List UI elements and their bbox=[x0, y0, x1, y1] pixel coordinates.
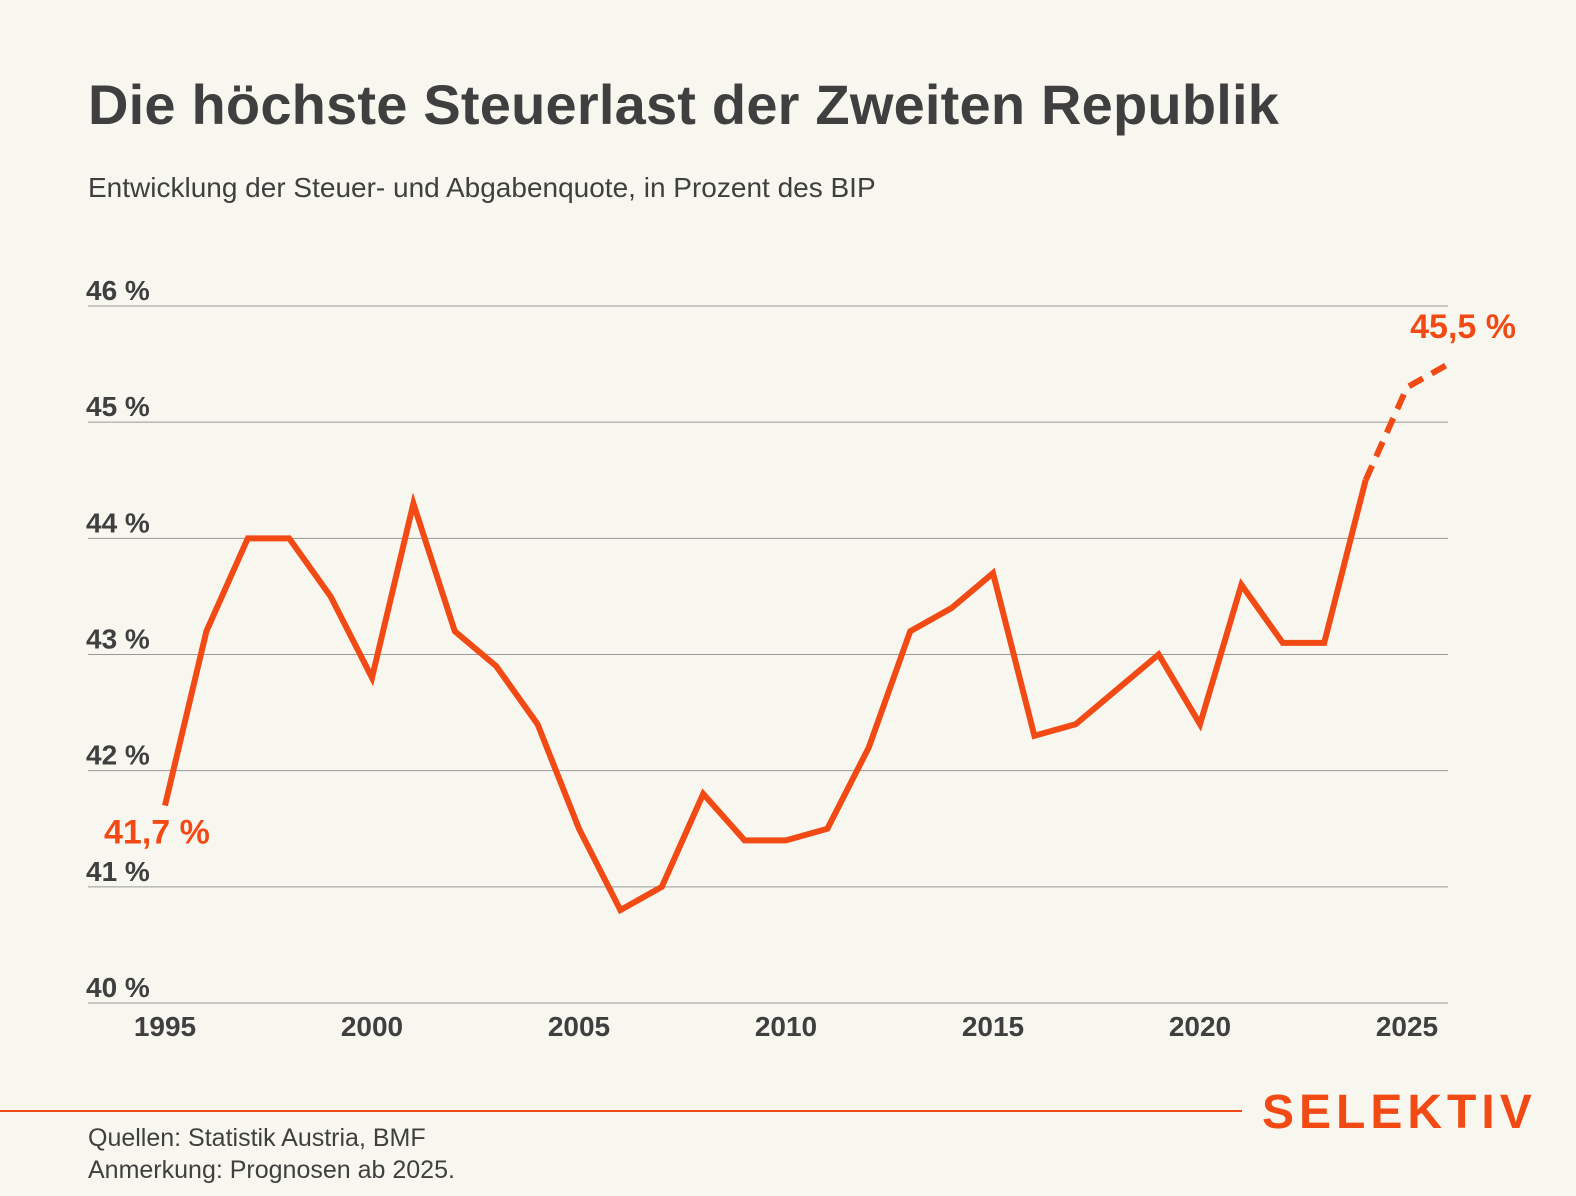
y-axis-ticks: 46 % 45 % 44 % 43 % 42 % 41 % 40 % bbox=[86, 275, 150, 1003]
start-value-label: 41,7 % bbox=[104, 814, 210, 852]
y-tick-label: 45 % bbox=[86, 391, 150, 422]
y-tick-label: 40 % bbox=[86, 972, 150, 1003]
series-line bbox=[162, 479, 1369, 915]
y-tick-label: 46 % bbox=[86, 275, 150, 306]
line-chart: 46 % 45 % 44 % 43 % 42 % 41 % 40 % 1995 2000 200… bbox=[86, 275, 1516, 1042]
chart-subtitle: Entwicklung der Steuer- und Abgabenquote… bbox=[88, 172, 876, 203]
y-tick-label: 43 % bbox=[86, 624, 150, 655]
x-axis-ticks: 1995 2000 2005 2010 2015 2020 2025 bbox=[134, 1011, 1438, 1042]
x-tick-label: 2020 bbox=[1169, 1011, 1231, 1042]
x-tick-label: 2005 bbox=[548, 1011, 610, 1042]
source-note: Quellen: Statistik Austria, BMF bbox=[88, 1124, 426, 1152]
annotation-layer: 41,7 % 45,5 % bbox=[104, 308, 1516, 851]
y-tick-label: 44 % bbox=[86, 507, 150, 538]
grid-layer bbox=[88, 305, 1448, 1004]
x-tick-label: 2025 bbox=[1376, 1011, 1438, 1042]
y-tick-label: 41 % bbox=[86, 856, 150, 887]
x-tick-label: 2000 bbox=[341, 1011, 403, 1042]
series-layer bbox=[162, 361, 1450, 915]
x-tick-label: 1995 bbox=[134, 1011, 196, 1042]
end-value-label: 45,5 % bbox=[1410, 308, 1516, 346]
series-line-forecast bbox=[1362, 361, 1450, 482]
x-tick-label: 2010 bbox=[755, 1011, 817, 1042]
forecast-note: Anmerkung: Prognosen ab 2025. bbox=[88, 1156, 455, 1184]
x-tick-label: 2015 bbox=[962, 1011, 1024, 1042]
brand-logo: SELEKTIV bbox=[1262, 1086, 1537, 1139]
footer-divider bbox=[0, 1110, 1242, 1112]
y-tick-label: 42 % bbox=[86, 740, 150, 771]
chart-title: Die höchste Steuerlast der Zweiten Repub… bbox=[88, 73, 1280, 136]
